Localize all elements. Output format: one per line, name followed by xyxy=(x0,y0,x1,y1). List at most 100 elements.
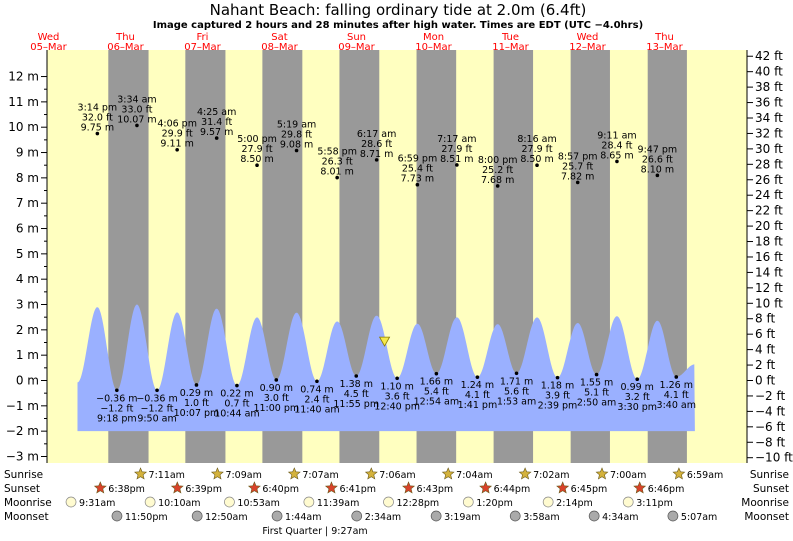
right-axis-tick-label: 38 ft xyxy=(755,80,783,94)
sunset-row-label-right: Sunset xyxy=(753,483,789,495)
high-tide-metres: 7.73 m xyxy=(401,174,434,185)
day-heading-date: 09–Mar xyxy=(338,42,375,53)
low-tide-metres: 1.24 m xyxy=(461,380,494,391)
high-tide-feet: 27.9 ft xyxy=(521,144,552,155)
high-tide-metres: 8.50 m xyxy=(520,154,553,165)
left-axis-tick-label: 1 m xyxy=(16,348,39,362)
high-tide-marker xyxy=(495,184,500,188)
high-tide-metres: 7.82 m xyxy=(561,171,594,182)
sunrise-star-icon xyxy=(210,467,224,480)
moonrise-time: 3:11pm xyxy=(636,498,673,509)
low-tide-marker xyxy=(315,379,319,384)
day-heading-dow: Fri xyxy=(197,32,209,43)
moonset-icon xyxy=(588,510,600,522)
high-tide-marker xyxy=(615,159,619,164)
left-axis-tick-label: −1 m xyxy=(6,399,39,413)
left-axis-tick-label: 4 m xyxy=(16,272,39,286)
sunset-time: 6:40pm xyxy=(262,484,299,495)
chart-subtitle: Image captured 2 hours and 28 minutes af… xyxy=(153,20,643,31)
low-tide-time: 9:50 am xyxy=(137,413,176,424)
low-tide-marker xyxy=(274,378,279,382)
low-tide-marker xyxy=(555,375,560,380)
sunset-time: 6:46pm xyxy=(648,484,685,495)
low-tide-feet: 4.1 ft xyxy=(465,390,490,401)
low-tide-metres: 1.71 m xyxy=(500,376,533,387)
low-tide-time: 2:39 pm xyxy=(538,401,578,412)
high-tide-time: 3:34 am xyxy=(117,94,156,105)
low-tide-feet: 4.1 ft xyxy=(664,390,689,401)
day-heading-dow: Tue xyxy=(501,32,519,43)
moonrise-time: 9:31am xyxy=(79,498,115,509)
moonrise-icon xyxy=(542,496,554,508)
high-tide-feet: 25.7 ft xyxy=(562,161,593,172)
low-tide-time: 12:54 am xyxy=(414,397,459,408)
moon-phase-note: First Quarter | 9:27am xyxy=(262,526,367,537)
low-tide-metres: 0.22 m xyxy=(220,389,253,400)
right-axis-tick-label: 0 ft xyxy=(755,374,775,388)
high-tide-time: 4:25 am xyxy=(197,107,236,118)
moonset-icon xyxy=(667,510,679,522)
high-tide-metres: 8.01 m xyxy=(320,167,353,178)
right-axis-tick-label: 6 ft xyxy=(755,327,775,341)
high-tide-marker xyxy=(294,148,299,153)
high-tide-feet: 32.0 ft xyxy=(82,113,113,124)
sunset-time: 6:41pm xyxy=(339,484,376,495)
low-tide-metres: −0.36 m xyxy=(136,393,177,404)
high-tide-time: 8:00 pm xyxy=(478,155,518,166)
right-axis-tick-label: −4 ft xyxy=(755,404,786,418)
moonrise-icon xyxy=(65,496,77,508)
right-axis-tick-label: 4 ft xyxy=(755,343,775,357)
left-axis-tick-label: 6 m xyxy=(16,222,39,236)
moonset-time: 5:07am xyxy=(681,512,717,523)
sunrise-star-icon xyxy=(364,467,378,480)
high-tide-feet: 28.6 ft xyxy=(361,139,392,150)
low-tide-metres: 1.10 m xyxy=(380,381,413,392)
moonset-time: 2:34am xyxy=(365,512,401,523)
sunset-time: 6:43pm xyxy=(417,484,454,495)
right-axis-tick-label: 42 ft xyxy=(755,49,783,63)
left-axis-tick-label: 9 m xyxy=(16,146,39,160)
day-heading-dow: Sun xyxy=(347,32,366,43)
low-tide-time: 11:40 am xyxy=(294,404,339,415)
left-axis-tick-label: 3 m xyxy=(16,298,39,312)
sunrise-star-icon xyxy=(518,467,532,480)
low-tide-marker xyxy=(235,383,239,388)
day-heading-dow: Wed xyxy=(38,32,60,43)
low-tide-time: 3:40 am xyxy=(657,400,696,411)
sunrise-star-icon xyxy=(441,467,455,480)
high-tide-time: 3:14 pm xyxy=(78,103,118,114)
high-tide-metres: 8.71 m xyxy=(360,149,393,160)
moonrise-time: 2:14pm xyxy=(556,498,593,509)
left-axis-tick-label: 10 m xyxy=(8,120,39,134)
right-axis-tick-label: 28 ft xyxy=(755,157,783,171)
sunrise-time: 7:09am xyxy=(225,470,261,481)
sunset-time: 6:45pm xyxy=(571,484,608,495)
low-tide-metres: −0.36 m xyxy=(96,393,137,404)
right-axis-tick-label: −2 ft xyxy=(755,389,786,403)
moonset-icon xyxy=(191,510,203,522)
moonset-time: 3:58am xyxy=(523,512,559,523)
low-tide-feet: 3.0 ft xyxy=(264,393,289,404)
low-tide-feet: 5.4 ft xyxy=(424,387,449,398)
moonset-time: 3:19am xyxy=(444,512,480,523)
left-axis-tick-label: 11 m xyxy=(8,95,39,109)
moonset-row-label-right: Moonset xyxy=(744,511,789,523)
high-tide-metres: 9.08 m xyxy=(280,140,313,151)
low-tide-time: 2:50 am xyxy=(577,398,616,409)
sunset-star-icon xyxy=(324,481,338,494)
low-tide-metres: 1.38 m xyxy=(340,379,373,390)
right-axis-tick-label: 30 ft xyxy=(755,142,783,156)
low-tide-time: 10:44 am xyxy=(214,409,259,420)
moonset-row-label: Moonset xyxy=(4,511,49,523)
high-tide-marker xyxy=(535,163,539,167)
low-tide-time: 3:30 pm xyxy=(617,402,657,413)
moonset-time: 12:50am xyxy=(205,512,247,523)
high-tide-feet: 27.9 ft xyxy=(242,144,273,155)
low-tide-feet: 3.2 ft xyxy=(625,392,650,403)
high-tide-time: 4:06 pm xyxy=(157,119,197,130)
moonset-time: 11:50pm xyxy=(125,512,168,523)
left-axis-tick-label: 7 m xyxy=(16,196,39,210)
left-axis-tick-label: 5 m xyxy=(16,247,39,261)
left-axis-tick-label: 2 m xyxy=(16,323,39,337)
sunrise-time: 6:59am xyxy=(687,470,723,481)
